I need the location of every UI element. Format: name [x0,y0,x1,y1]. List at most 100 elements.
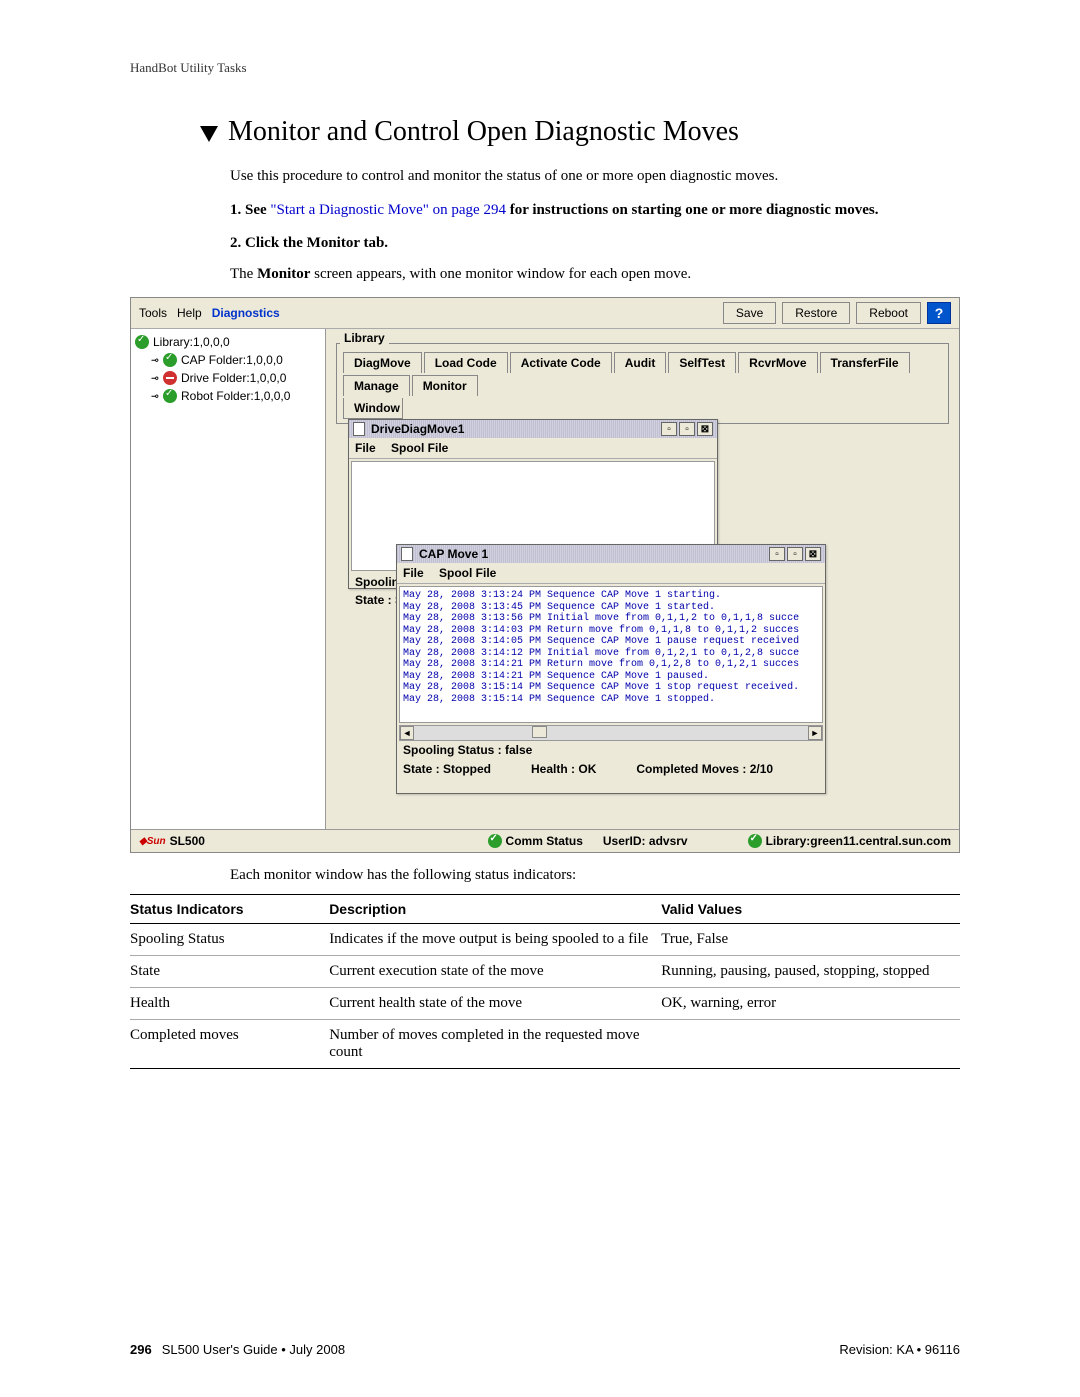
help-icon[interactable]: ? [927,302,951,324]
footer-left: SL500 User's Guide • July 2008 [162,1342,345,1357]
tab-monitor[interactable]: Monitor [412,375,478,396]
tab-diagmove[interactable]: DiagMove [343,352,422,373]
menu-diagnostics[interactable]: Diagnostics [212,306,280,320]
sun-logo-icon: ◆Sun [139,836,166,847]
win1-menu-spool[interactable]: Spool File [391,441,448,455]
tab-activate[interactable]: Activate Code [510,352,612,373]
tab-loadcode[interactable]: Load Code [424,352,508,373]
table-cell: True, False [661,924,960,956]
maximize-icon[interactable]: ▫ [787,547,803,561]
tree-root[interactable]: Library:1,0,0,0 [135,333,321,351]
tree-root-label: Library:1,0,0,0 [153,335,230,349]
step2-desc-b: Monitor [257,266,310,282]
tab-rcvr[interactable]: RcvrMove [738,352,817,373]
scroll-left-icon[interactable]: ◄ [400,726,414,740]
document-icon [401,547,413,561]
minimize-icon[interactable]: ▫ [661,422,677,436]
check-icon [748,834,762,848]
win2-spool-status: Spooling Status : false [397,741,825,759]
tab-audit[interactable]: Audit [614,352,667,373]
expand-icon[interactable]: ⊸ [149,389,161,403]
step-1: 1. See "Start a Diagnostic Move" on page… [230,199,960,222]
comm-status: Comm Status [506,834,583,848]
reboot-button[interactable]: Reboot [856,302,921,324]
tree-robot[interactable]: ⊸ Robot Folder:1,0,0,0 [149,387,321,405]
table-cell: Running, pausing, paused, stopping, stop… [661,956,960,988]
userid-label: UserID: advsrv [603,834,688,848]
log-line: May 28, 2008 3:13:24 PM Sequence CAP Mov… [403,590,819,602]
table-cell: State [130,956,329,988]
step2-desc: The Monitor screen appears, with one mon… [230,264,960,285]
th-description: Description [329,895,661,924]
tree-sidebar: Library:1,0,0,0 ⊸ CAP Folder:1,0,0,0 ⊸ D… [131,329,326,829]
close-icon[interactable]: ⊠ [697,422,713,436]
content-area: Library DiagMove Load Code Activate Code… [326,329,959,829]
check-icon [488,834,502,848]
win1-menu-file[interactable]: File [355,441,376,455]
log-line: May 28, 2008 3:14:21 PM Return move from… [403,659,819,671]
page-footer: 296 SL500 User's Guide • July 2008 Revis… [130,1342,960,1357]
table-cell: Number of moves completed in the request… [329,1020,661,1069]
table-cell: OK, warning, error [661,988,960,1020]
page-title: Monitor and Control Open Diagnostic Move… [228,116,739,148]
tab-transfer[interactable]: TransferFile [820,352,910,373]
log-line: May 28, 2008 3:15:14 PM Sequence CAP Mov… [403,694,819,706]
stop-icon [163,371,177,385]
table-row: StateCurrent execution state of the move… [130,956,960,988]
page-number: 296 [130,1342,152,1357]
th-values: Valid Values [661,895,960,924]
win2-menu-spool[interactable]: Spool File [439,566,496,580]
step1-suffix: for instructions on starting one or more… [506,202,879,218]
win2-state: State : Stopped [403,762,491,776]
tab-manage[interactable]: Manage [343,375,410,396]
check-icon [163,353,177,367]
menu-tools[interactable]: Tools [139,306,167,320]
tree-cap[interactable]: ⊸ CAP Folder:1,0,0,0 [149,351,321,369]
menu-help[interactable]: Help [177,306,202,320]
log-line: May 28, 2008 3:13:56 PM Initial move fro… [403,613,819,625]
tab-selftest[interactable]: SelfTest [668,352,736,373]
intro-text: Use this procedure to control and monito… [230,166,960,187]
log-line: May 28, 2008 3:13:45 PM Sequence CAP Mov… [403,602,819,614]
log-line: May 28, 2008 3:14:21 PM Sequence CAP Mov… [403,671,819,683]
status-bar: ◆Sun SL500 Comm Status UserID: advsrv Li… [131,829,959,852]
close-icon[interactable]: ⊠ [805,547,821,561]
maximize-icon[interactable]: ▫ [679,422,695,436]
scroll-thumb[interactable] [532,726,547,738]
check-icon [135,335,149,349]
tree-drive[interactable]: ⊸ Drive Folder:1,0,0,0 [149,369,321,387]
expand-icon[interactable]: ⊸ [149,371,161,385]
step2-desc-a: The [230,266,257,282]
table-cell: Indicates if the move output is being sp… [329,924,661,956]
win2-health: Health : OK [531,762,596,776]
window-menu[interactable]: Window [343,398,403,419]
step2-desc-c: screen appears, with one monitor window … [310,266,691,282]
step1-link[interactable]: "Start a Diagnostic Move" on page 294 [270,202,506,218]
document-icon [353,422,365,436]
win2-menu-file[interactable]: File [403,566,424,580]
page-header: HandBot Utility Tasks [130,60,960,76]
restore-button[interactable]: Restore [782,302,850,324]
save-button[interactable]: Save [723,302,776,324]
tree-robot-label: Robot Folder:1,0,0,0 [181,389,290,403]
table-row: HealthCurrent health state of the moveOK… [130,988,960,1020]
minimize-icon[interactable]: ▫ [769,547,785,561]
table-cell [661,1020,960,1069]
th-indicators: Status Indicators [130,895,329,924]
tree-cap-label: CAP Folder:1,0,0,0 [181,353,283,367]
expand-icon[interactable]: ⊸ [149,353,161,367]
scroll-right-icon[interactable]: ► [808,726,822,740]
log-line: May 28, 2008 3:14:03 PM Return move from… [403,625,819,637]
table-row: Completed movesNumber of moves completed… [130,1020,960,1069]
table-cell: Spooling Status [130,924,329,956]
horizontal-scrollbar[interactable]: ◄ ► [399,725,823,741]
table-cell: Completed moves [130,1020,329,1069]
menubar: Tools Help Diagnostics Save Restore Rebo… [131,298,959,329]
table-row: Spooling StatusIndicates if the move out… [130,924,960,956]
check-icon [163,389,177,403]
step1-prefix: 1. See [230,202,270,218]
table-caption: Each monitor window has the following st… [230,867,960,884]
table-cell: Current execution state of the move [329,956,661,988]
log-output: May 28, 2008 3:13:24 PM Sequence CAP Mov… [399,586,823,723]
log-line: May 28, 2008 3:14:12 PM Initial move fro… [403,648,819,660]
